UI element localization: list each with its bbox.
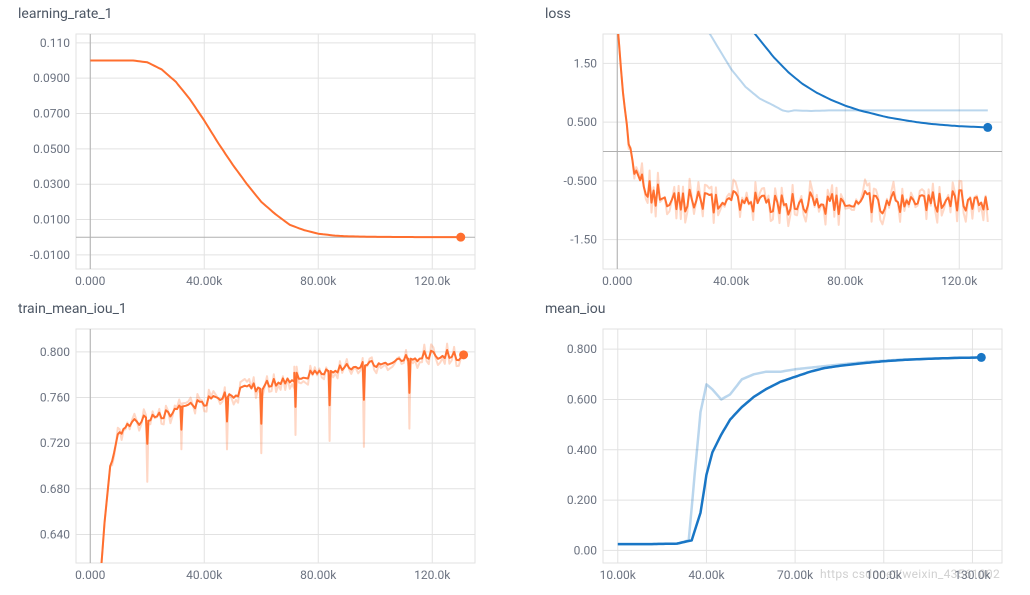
chart-train-mean-iou: 0.640 0.680 0.720 0.760 0.800 0.000 40.00k 80.0… [18,325,485,589]
svg-text:0.0900: 0.0900 [33,71,70,85]
svg-text:120.0k: 120.0k [414,274,451,288]
svg-text:0.800: 0.800 [567,342,597,356]
chart-mean-iou: 0.00 0.200 0.400 0.600 0.800 10.00k 40.00k 70.0… [545,325,1012,589]
svg-text:40.00k: 40.00k [713,274,750,288]
svg-text:70.00k: 70.00k [777,568,814,582]
svg-text:80.00k: 80.00k [827,274,864,288]
chart-svg: 0.640 0.680 0.720 0.760 0.800 0.000 40.00k 80.0… [18,325,485,589]
series-line [618,357,982,544]
panel-title: train_mean_iou_1 [18,301,485,317]
panel-title: learning_rate_1 [18,6,485,22]
panel-title: mean_iou [545,301,1012,317]
chart-svg: 0.00 0.200 0.400 0.600 0.800 10.00k 40.00k 70.0… [545,325,1012,589]
svg-text:0.720: 0.720 [40,436,70,450]
svg-text:10.00k: 10.00k [600,568,637,582]
svg-text:0.600: 0.600 [567,392,597,406]
series-end-marker [456,233,465,242]
svg-text:0.000: 0.000 [602,274,632,288]
svg-text:-0.500: -0.500 [564,174,598,188]
svg-text:0.800: 0.800 [40,345,70,359]
svg-text:0.0100: 0.0100 [33,213,70,227]
series-end-marker [983,123,992,132]
chart-learning-rate: -0.0100 0.0100 0.0300 0.0500 0.0700 0.0900 0.1… [18,30,485,295]
chart-svg: -1.50 -0.500 0.500 1.50 0.000 40.00k 80.00k 120… [545,30,1012,295]
svg-text:130.0k: 130.0k [954,568,991,582]
dashboard-grid: learning_rate_1 -0.0100 0.0100 0.0300 0.050… [0,0,1030,595]
panel-mean-iou: mean_iou 0.00 0.200 0.400 0.600 0.800 10.00k 4… [545,299,1012,589]
series-end-marker [459,350,468,359]
svg-text:0.0300: 0.0300 [33,177,70,191]
svg-text:100.0k: 100.0k [866,568,903,582]
svg-text:0.0700: 0.0700 [33,107,70,121]
svg-text:-1.50: -1.50 [570,233,597,247]
panel-loss: loss -1.50 -0.500 0.500 1.50 0.000 40.00k 80.0… [545,4,1012,295]
svg-text:-0.0100: -0.0100 [30,248,70,262]
svg-text:0.000: 0.000 [75,274,105,288]
svg-text:0.200: 0.200 [567,493,597,507]
svg-text:1.50: 1.50 [574,56,598,70]
panel-title: loss [545,6,1012,22]
svg-text:120.0k: 120.0k [941,274,978,288]
svg-text:120.0k: 120.0k [414,568,451,582]
chart-svg: -0.0100 0.0100 0.0300 0.0500 0.0700 0.0900 0.1… [18,30,485,295]
series-end-marker [977,353,986,362]
svg-text:40.00k: 40.00k [186,568,223,582]
svg-text:0.760: 0.760 [40,390,70,404]
svg-text:80.00k: 80.00k [300,568,337,582]
series-line [618,357,982,544]
series-line [746,30,988,127]
svg-text:0.000: 0.000 [75,568,105,582]
svg-text:40.00k: 40.00k [688,568,725,582]
svg-text:0.500: 0.500 [567,115,597,129]
panel-learning-rate: learning_rate_1 -0.0100 0.0100 0.0300 0.050… [18,4,485,295]
svg-text:0.400: 0.400 [567,443,597,457]
svg-text:80.00k: 80.00k [300,274,337,288]
svg-text:0.640: 0.640 [40,527,70,541]
svg-text:40.00k: 40.00k [186,274,223,288]
panel-train-mean-iou: train_mean_iou_1 0.640 0.680 0.720 0.760 0.8… [18,299,485,589]
svg-text:0.00: 0.00 [574,543,598,557]
svg-text:0.680: 0.680 [40,482,70,496]
svg-text:0.110: 0.110 [40,36,70,50]
chart-loss: -1.50 -0.500 0.500 1.50 0.000 40.00k 80.00k 120… [545,30,1012,295]
svg-text:0.0500: 0.0500 [33,142,70,156]
